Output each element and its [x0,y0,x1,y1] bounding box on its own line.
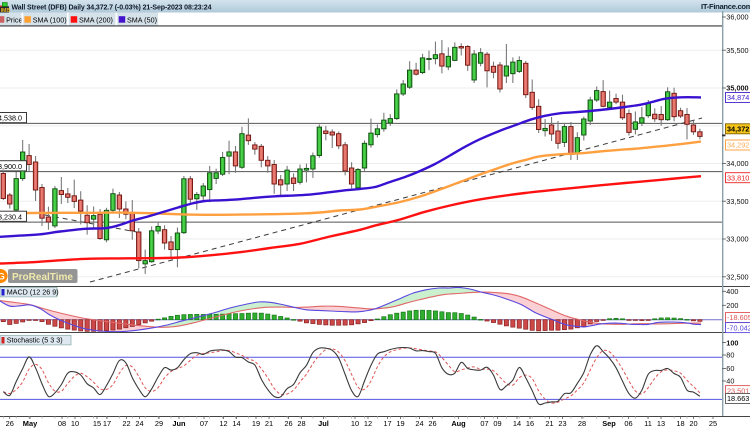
svg-text:07: 07 [480,419,488,428]
svg-text:36,000: 36,000 [726,13,748,22]
svg-text:Jul: Jul [318,419,329,428]
svg-text:17: 17 [383,419,391,428]
svg-text:G: G [0,272,5,283]
svg-text:80: 80 [726,351,734,360]
svg-text:14: 14 [513,419,521,428]
svg-text:SMA (200): SMA (200) [79,15,113,24]
svg-text:13: 13 [657,419,665,428]
svg-text:34,874.: 34,874. [727,93,750,102]
svg-text:12: 12 [219,419,227,428]
svg-text:Stochastic (5 3 3): Stochastic (5 3 3) [7,336,63,345]
svg-text:33,900.0: 33,900.0 [0,162,22,171]
svg-text:-18.605: -18.605 [727,313,750,322]
svg-text:Aug: Aug [451,419,466,428]
svg-text:20: 20 [689,419,697,428]
svg-text:26: 26 [428,419,436,428]
svg-text:14: 14 [232,419,240,428]
svg-text:May: May [23,419,38,428]
svg-text:35,000: 35,000 [726,84,748,93]
svg-text:34,372.: 34,372. [727,125,750,134]
svg-text:09: 09 [493,419,501,428]
svg-text:17: 17 [103,419,111,428]
svg-text:SMA (100): SMA (100) [33,15,67,24]
svg-text:12: 12 [364,419,372,428]
svg-text:IMB: IMB [1,8,11,14]
svg-text:16: 16 [526,419,534,428]
svg-text:26: 26 [6,419,14,428]
svg-text:ProRealTime: ProRealTime [12,272,73,283]
svg-text:15: 15 [93,419,101,428]
svg-text:28: 28 [578,419,586,428]
svg-text:11: 11 [644,419,652,428]
svg-text:IT-Finance.com: IT-Finance.com [701,2,750,11]
svg-text:34,000: 34,000 [726,159,748,168]
svg-text:33,500: 33,500 [726,197,748,206]
svg-text:24: 24 [135,419,143,428]
svg-text:18.663: 18.663 [727,394,749,403]
svg-text:40: 40 [726,377,734,386]
svg-text:-70.042: -70.042 [727,323,750,332]
svg-text:21: 21 [545,419,553,428]
svg-text:25: 25 [709,419,717,428]
svg-text:32,500: 32,500 [726,272,748,281]
svg-text:Jun: Jun [172,419,186,428]
svg-text:33,810.: 33,810. [727,173,750,182]
svg-text:06: 06 [624,419,632,428]
svg-text:23.501: 23.501 [727,386,749,395]
svg-text:28: 28 [297,419,305,428]
svg-text:33,230.4: 33,230.4 [0,212,22,221]
svg-text:23: 23 [558,419,566,428]
svg-text:10: 10 [71,419,79,428]
svg-text:19: 19 [396,419,404,428]
svg-text:60: 60 [726,364,734,373]
svg-text:35,500: 35,500 [726,46,748,55]
svg-text:10: 10 [351,419,359,428]
svg-text:34,292.: 34,292. [727,141,750,150]
svg-text:200: 200 [726,301,738,310]
svg-text:08: 08 [58,419,66,428]
svg-text:26: 26 [284,419,292,428]
svg-text:07: 07 [200,419,208,428]
svg-text:33,000: 33,000 [726,235,748,244]
svg-text:19: 19 [252,419,260,428]
svg-text:22: 22 [122,419,130,428]
svg-text:400: 400 [726,287,738,296]
svg-text:Wall Street (DFB) Daily 34,372: Wall Street (DFB) Daily 34,372.7 (-0.03%… [12,4,212,11]
svg-text:34,538.0: 34,538.0 [0,114,22,123]
svg-text:Price: Price [6,15,22,24]
svg-text:MACD (12 26 9): MACD (12 26 9) [7,288,59,297]
svg-text:100: 100 [726,338,738,347]
svg-text:21: 21 [265,419,273,428]
svg-text:Sep: Sep [602,419,616,428]
svg-text:18: 18 [676,419,684,428]
svg-text:29: 29 [155,419,163,428]
svg-text:24: 24 [415,419,423,428]
svg-text:SMA (50): SMA (50) [127,15,157,24]
